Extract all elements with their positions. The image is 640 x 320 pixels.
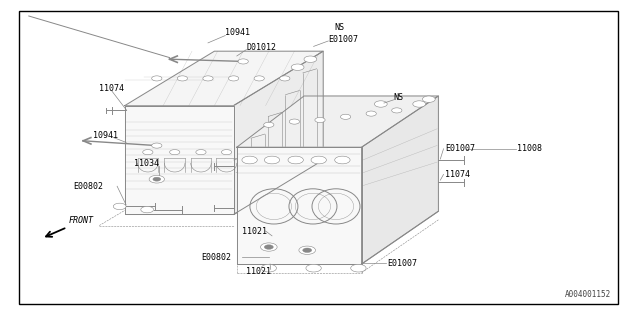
Circle shape — [141, 206, 154, 213]
Text: D01012: D01012 — [246, 43, 276, 52]
Circle shape — [143, 150, 153, 155]
Text: 10941: 10941 — [225, 28, 250, 37]
Text: 11074: 11074 — [99, 84, 124, 93]
Polygon shape — [237, 96, 438, 147]
Circle shape — [303, 248, 312, 252]
Circle shape — [264, 156, 280, 164]
Circle shape — [366, 111, 376, 116]
Text: 11034: 11034 — [134, 159, 159, 168]
Circle shape — [291, 64, 304, 70]
Text: E01007: E01007 — [328, 35, 358, 44]
Circle shape — [335, 156, 350, 164]
Text: E00802: E00802 — [202, 253, 232, 262]
Circle shape — [351, 264, 366, 272]
Circle shape — [221, 150, 232, 155]
Text: FRONT: FRONT — [69, 216, 94, 225]
Circle shape — [289, 119, 300, 124]
Circle shape — [264, 245, 273, 249]
Circle shape — [392, 108, 402, 113]
Circle shape — [254, 76, 264, 81]
Polygon shape — [234, 51, 323, 214]
Circle shape — [315, 117, 325, 123]
Circle shape — [304, 56, 317, 62]
Circle shape — [228, 76, 239, 81]
Circle shape — [152, 143, 162, 148]
Circle shape — [242, 156, 257, 164]
Polygon shape — [237, 147, 362, 264]
Text: 11074: 11074 — [445, 170, 470, 179]
Circle shape — [422, 96, 435, 102]
Circle shape — [170, 150, 180, 155]
Polygon shape — [125, 106, 234, 214]
Polygon shape — [125, 51, 323, 106]
Text: A004001152: A004001152 — [565, 290, 611, 299]
Polygon shape — [362, 96, 438, 264]
Circle shape — [203, 76, 213, 81]
Text: 11021: 11021 — [246, 268, 271, 276]
Text: 10941: 10941 — [93, 131, 118, 140]
Text: E01007: E01007 — [445, 144, 475, 153]
Circle shape — [261, 264, 276, 272]
Circle shape — [238, 59, 248, 64]
Circle shape — [340, 114, 351, 119]
Circle shape — [260, 243, 277, 251]
Text: 11021: 11021 — [242, 227, 267, 236]
Circle shape — [264, 122, 274, 127]
Text: NS: NS — [394, 93, 404, 102]
Circle shape — [413, 101, 426, 107]
Circle shape — [288, 156, 303, 164]
Circle shape — [152, 76, 162, 81]
Circle shape — [177, 76, 188, 81]
Text: E00802: E00802 — [74, 182, 104, 191]
Text: 11008: 11008 — [517, 144, 542, 153]
Circle shape — [299, 246, 316, 254]
Circle shape — [280, 76, 290, 81]
Circle shape — [311, 156, 326, 164]
Circle shape — [306, 264, 321, 272]
Circle shape — [374, 101, 387, 107]
Circle shape — [153, 177, 161, 181]
Circle shape — [149, 175, 164, 183]
Text: E01007: E01007 — [387, 259, 417, 268]
Circle shape — [113, 203, 126, 210]
Circle shape — [196, 150, 206, 155]
Text: NS: NS — [335, 23, 345, 32]
